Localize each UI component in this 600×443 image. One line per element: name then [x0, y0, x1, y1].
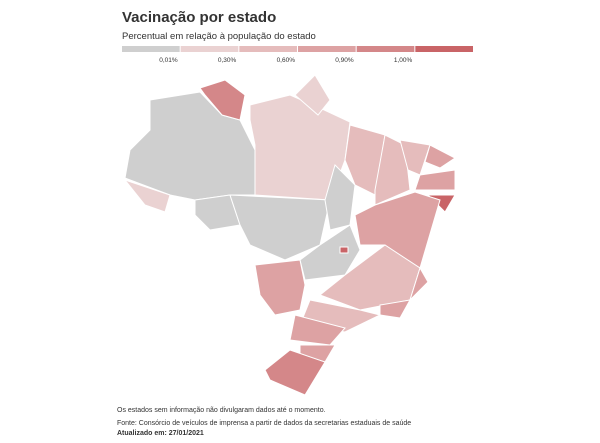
state [199, 79, 246, 121]
note: Os estados sem informação não divulgaram… [117, 407, 326, 414]
legend-swatch [298, 46, 356, 52]
legend-label: 0,30% [218, 57, 237, 64]
legend-swatch [356, 46, 415, 52]
state [409, 266, 429, 301]
state [123, 178, 171, 213]
state [339, 246, 349, 254]
map [123, 74, 456, 396]
legend-label: 0,01% [159, 57, 178, 64]
state [424, 144, 456, 169]
legend-label: 0,60% [277, 57, 296, 64]
legend: 0,01% 0,30% 0,60% 0,90% 1,00% [122, 46, 473, 64]
updated: Atualizado em: 27/01/2021 [117, 430, 204, 437]
legend-swatch [415, 46, 473, 52]
legend-label: 0,90% [335, 57, 354, 64]
legend-swatch [180, 46, 239, 52]
subtitle: Percentual em relação à população do est… [122, 31, 316, 42]
source: Fonte: Consórcio de veículos de imprensa… [117, 420, 411, 427]
state [254, 259, 306, 316]
state [264, 349, 326, 396]
state [414, 169, 456, 191]
state [379, 299, 411, 319]
state [194, 194, 241, 231]
state [324, 164, 356, 231]
state [294, 74, 331, 116]
state [344, 124, 386, 196]
legend-swatch [122, 46, 180, 52]
legend-label: 1,00% [394, 57, 413, 64]
legend-swatch [239, 46, 297, 52]
title: Vacinação por estado [122, 9, 276, 26]
